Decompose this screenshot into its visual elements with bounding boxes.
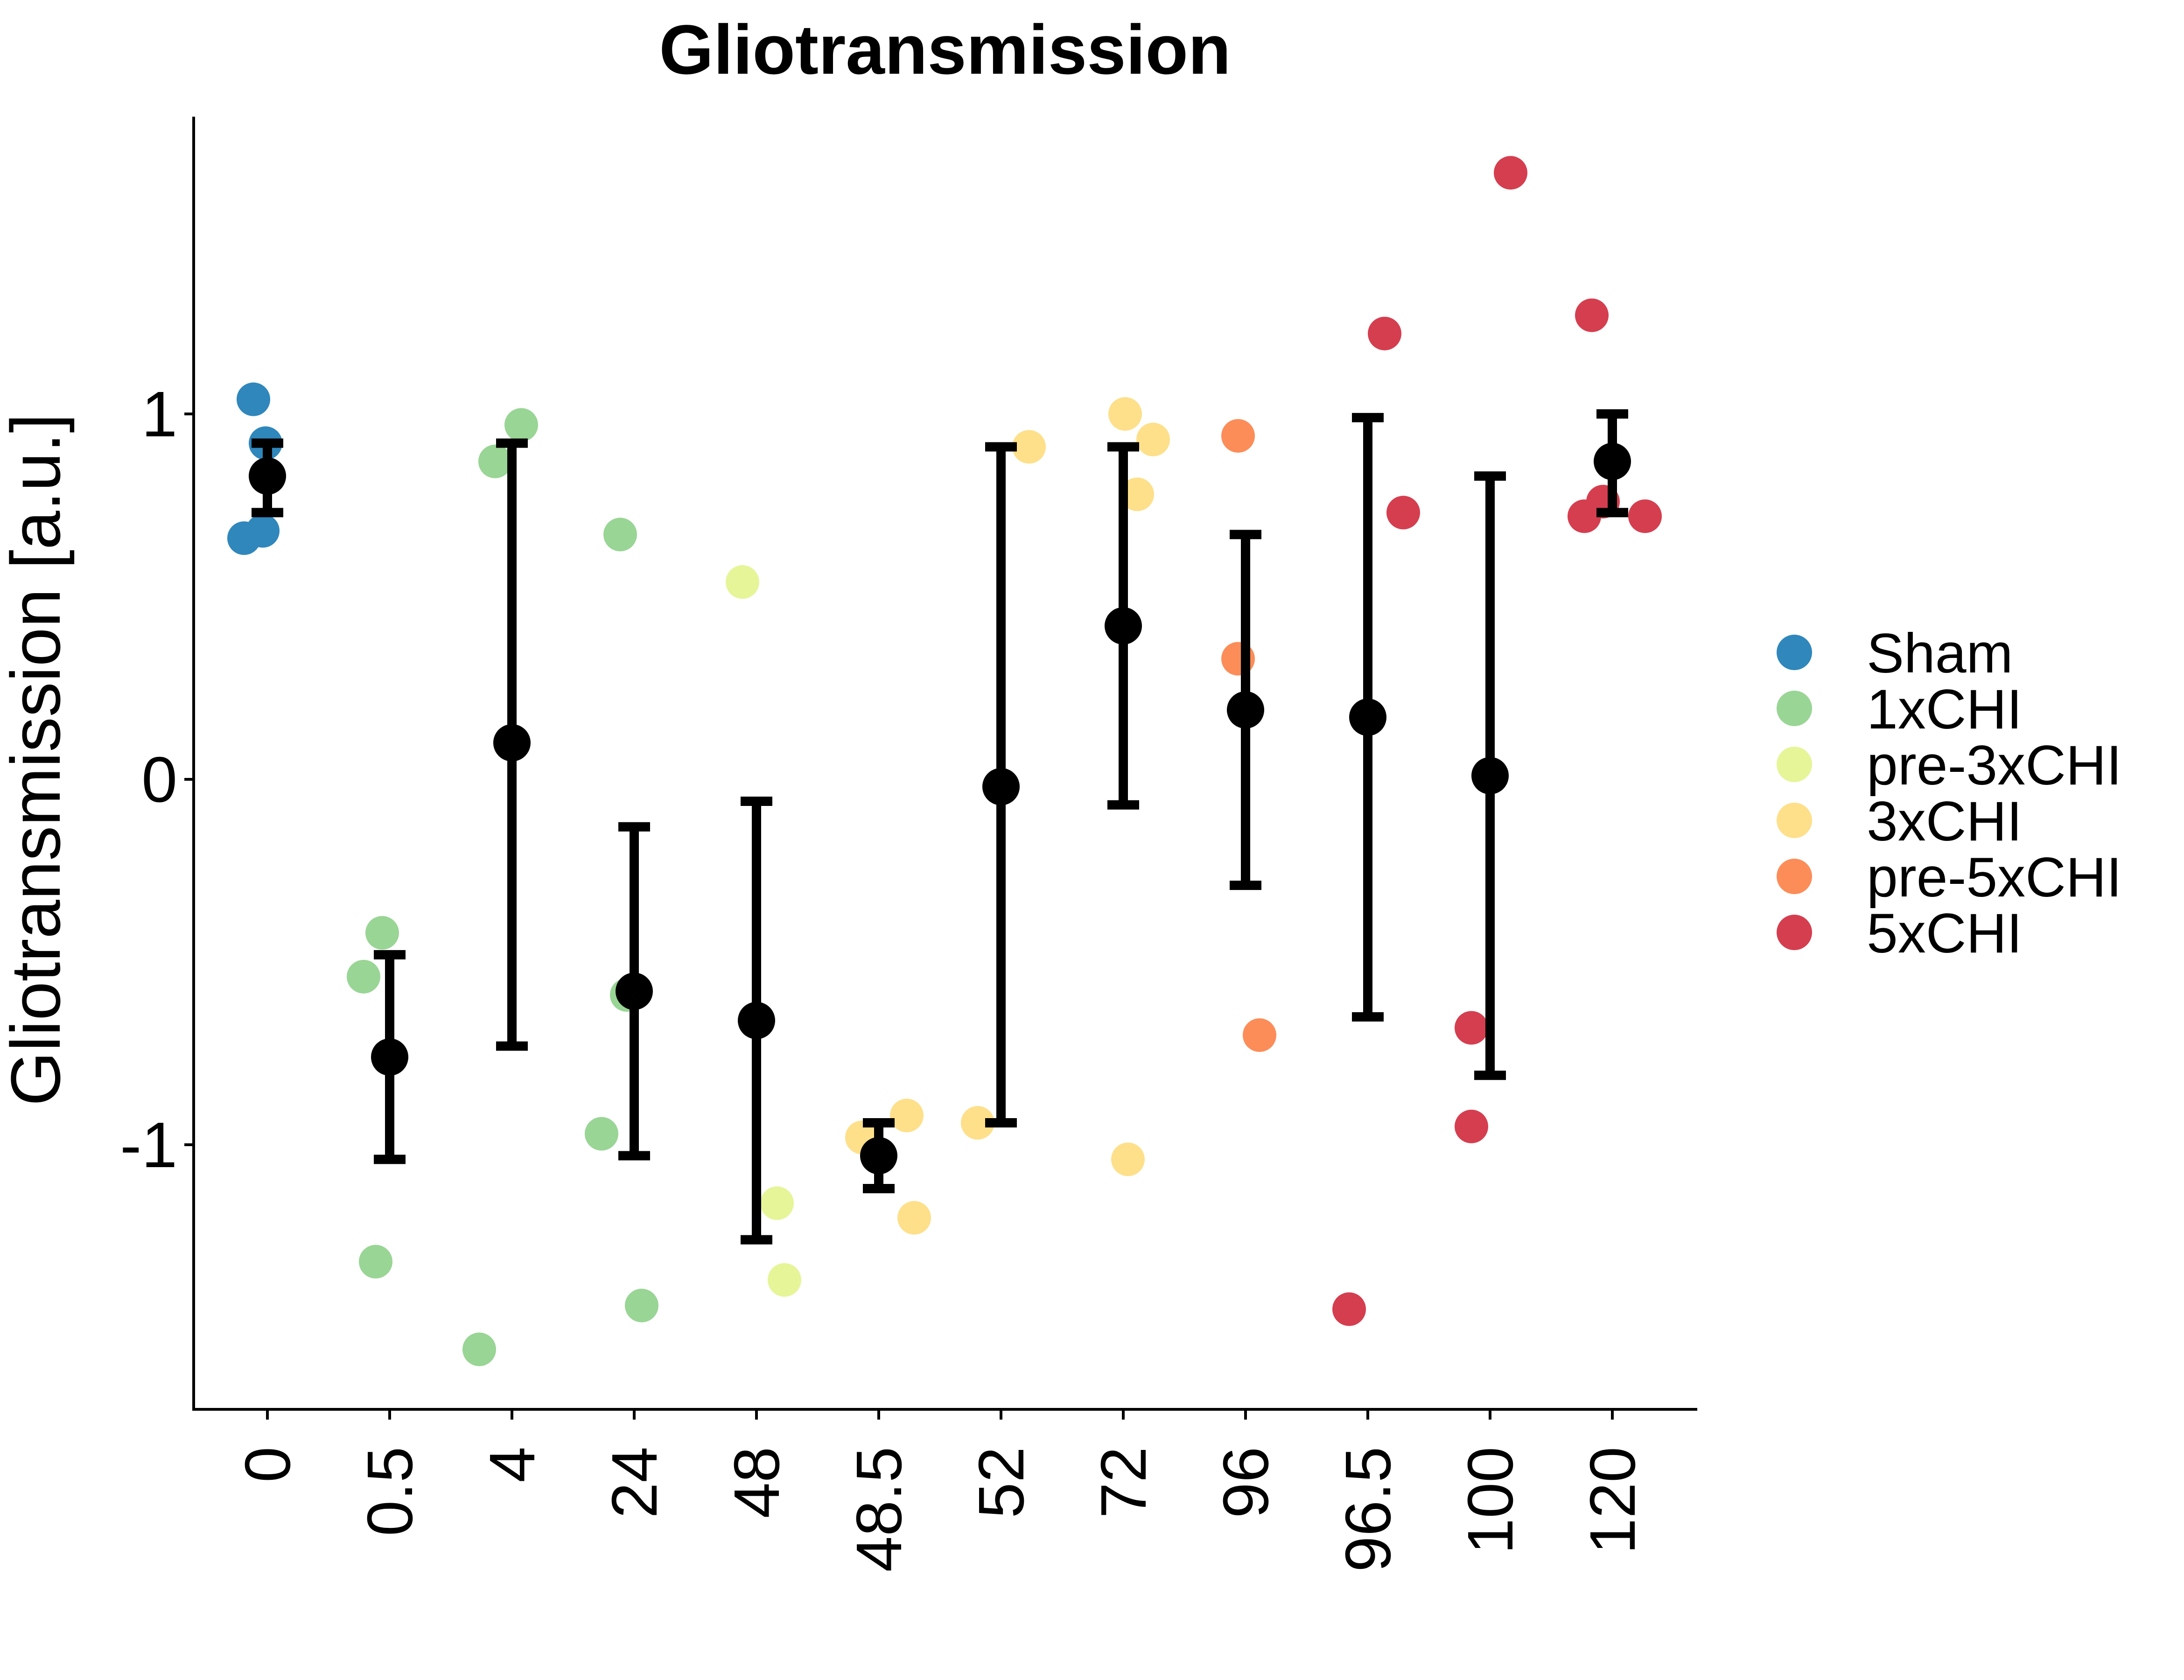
data-point-1xchi-8	[478, 444, 512, 478]
points-layer	[227, 156, 1662, 1366]
error-bar-48-5	[860, 1118, 897, 1193]
data-point-pre-3xchi-16	[768, 1263, 801, 1297]
data-point-3xchi-25	[1111, 1142, 1145, 1176]
legend-label: 3xCHI	[1867, 790, 2022, 853]
error-bar-100	[1471, 471, 1509, 1080]
error-bar-4	[493, 438, 531, 1051]
legend-swatch	[1777, 747, 1812, 782]
data-point-3xchi-21	[1012, 430, 1046, 464]
data-point-1xchi-7	[462, 1332, 496, 1366]
data-point-5xchi-34	[1494, 156, 1527, 190]
mean-point-96	[1227, 691, 1264, 729]
x-tick-label: 120	[1577, 1447, 1649, 1554]
legend-item: Sham	[1777, 622, 2013, 685]
data-point-5xchi-36	[1575, 298, 1609, 332]
legend-swatch	[1777, 915, 1812, 950]
mean-point-100	[1471, 757, 1509, 795]
data-point-5xchi-33	[1455, 1109, 1488, 1143]
legend-label: pre-3xCHI	[1867, 734, 2122, 797]
error-bar-96	[1227, 530, 1264, 890]
error-bar-0-5	[371, 950, 408, 1164]
mean-point-96-5	[1349, 698, 1386, 736]
mean-point-120	[1594, 442, 1631, 480]
data-point-3xchi-22	[1108, 397, 1142, 431]
legend-item: 3xCHI	[1777, 790, 2022, 853]
data-point-pre-3xchi-14	[726, 565, 759, 599]
error-bar-48	[738, 796, 775, 1245]
legend-item: 5xCHI	[1777, 902, 2022, 965]
mean-point-0	[249, 457, 286, 495]
data-point-5xchi-29	[1332, 1292, 1366, 1326]
legend-item: pre-3xCHI	[1777, 734, 2122, 797]
y-tick-label: 1	[141, 378, 177, 450]
x-tick-label: 0	[232, 1447, 304, 1483]
legend-label: 1xCHI	[1867, 678, 2022, 741]
data-point-1xchi-6	[359, 1245, 392, 1279]
error-bar-120	[1594, 409, 1631, 518]
legend-swatch	[1777, 635, 1812, 670]
data-point-3xchi-18	[890, 1099, 924, 1133]
mean-point-4	[493, 724, 531, 762]
error-bar-72	[1105, 442, 1142, 810]
x-tick-label: 48.5	[843, 1447, 915, 1572]
mean-point-52	[982, 768, 1020, 805]
x-tick-label: 100	[1455, 1447, 1526, 1554]
legend-item: pre-5xCHI	[1777, 846, 2122, 909]
x-tick-label: 0.5	[354, 1447, 426, 1536]
legend-swatch	[1777, 691, 1812, 726]
y-tick-label: -1	[120, 1109, 177, 1181]
data-point-1xchi-10	[585, 1117, 618, 1151]
data-point-sham-3	[246, 514, 280, 548]
data-point-3xchi-20	[961, 1106, 994, 1140]
data-point-5xchi-32	[1455, 1011, 1488, 1045]
legend-swatch	[1777, 803, 1812, 838]
data-point-pre-5xchi-26	[1221, 419, 1255, 453]
data-point-5xchi-31	[1386, 496, 1420, 530]
mean-point-72	[1105, 607, 1142, 645]
data-point-sham-1	[237, 382, 270, 416]
mean-point-48-5	[860, 1137, 897, 1175]
x-tick-label: 4	[476, 1447, 548, 1483]
x-tick-label: 96	[1210, 1447, 1282, 1519]
data-point-3xchi-24	[1120, 477, 1154, 511]
legend-label: 5xCHI	[1867, 902, 2022, 965]
data-point-5xchi-30	[1368, 316, 1401, 350]
data-point-pre-5xchi-28	[1243, 1018, 1276, 1052]
data-point-5xchi-38	[1628, 499, 1662, 533]
mean-point-24	[616, 973, 653, 1010]
legend-label: pre-5xCHI	[1867, 846, 2122, 909]
data-point-1xchi-4	[347, 959, 380, 994]
x-tick-label: 24	[599, 1447, 671, 1519]
legend-label: Sham	[1867, 622, 2013, 685]
error-bar-52	[982, 442, 1020, 1128]
mean-point-0-5	[371, 1038, 408, 1076]
x-tick-label: 72	[1088, 1447, 1160, 1519]
data-point-1xchi-11	[603, 518, 637, 552]
legend-item: 1xCHI	[1777, 678, 2022, 741]
data-point-1xchi-5	[365, 916, 399, 950]
chart-title: Gliotransmission	[659, 10, 1231, 89]
x-ticks-layer: 0 0.5 4 24 48 48.5 52 72 96 96.5 100 120	[232, 1409, 1649, 1572]
data-point-pre-3xchi-15	[760, 1186, 794, 1220]
y-ticks-layer: 1 0 -1	[120, 378, 194, 1181]
y-axis-label: Gliotransmission [a.u.]	[0, 413, 75, 1106]
mean-point-48	[738, 1001, 775, 1039]
error-bar-0	[249, 438, 286, 518]
legend-swatch	[1777, 859, 1812, 894]
error-bar-96-5	[1349, 413, 1386, 1022]
data-point-3xchi-19	[897, 1201, 931, 1235]
x-tick-label: 48	[721, 1447, 793, 1519]
summary-layer	[249, 409, 1631, 1245]
y-tick-label: 0	[141, 744, 177, 816]
data-point-1xchi-9	[504, 408, 538, 442]
data-point-3xchi-23	[1136, 422, 1170, 456]
x-tick-label: 96.5	[1332, 1447, 1404, 1572]
data-point-1xchi-13	[625, 1288, 658, 1323]
x-tick-label: 52	[966, 1447, 1037, 1519]
error-bar-24	[616, 822, 653, 1161]
